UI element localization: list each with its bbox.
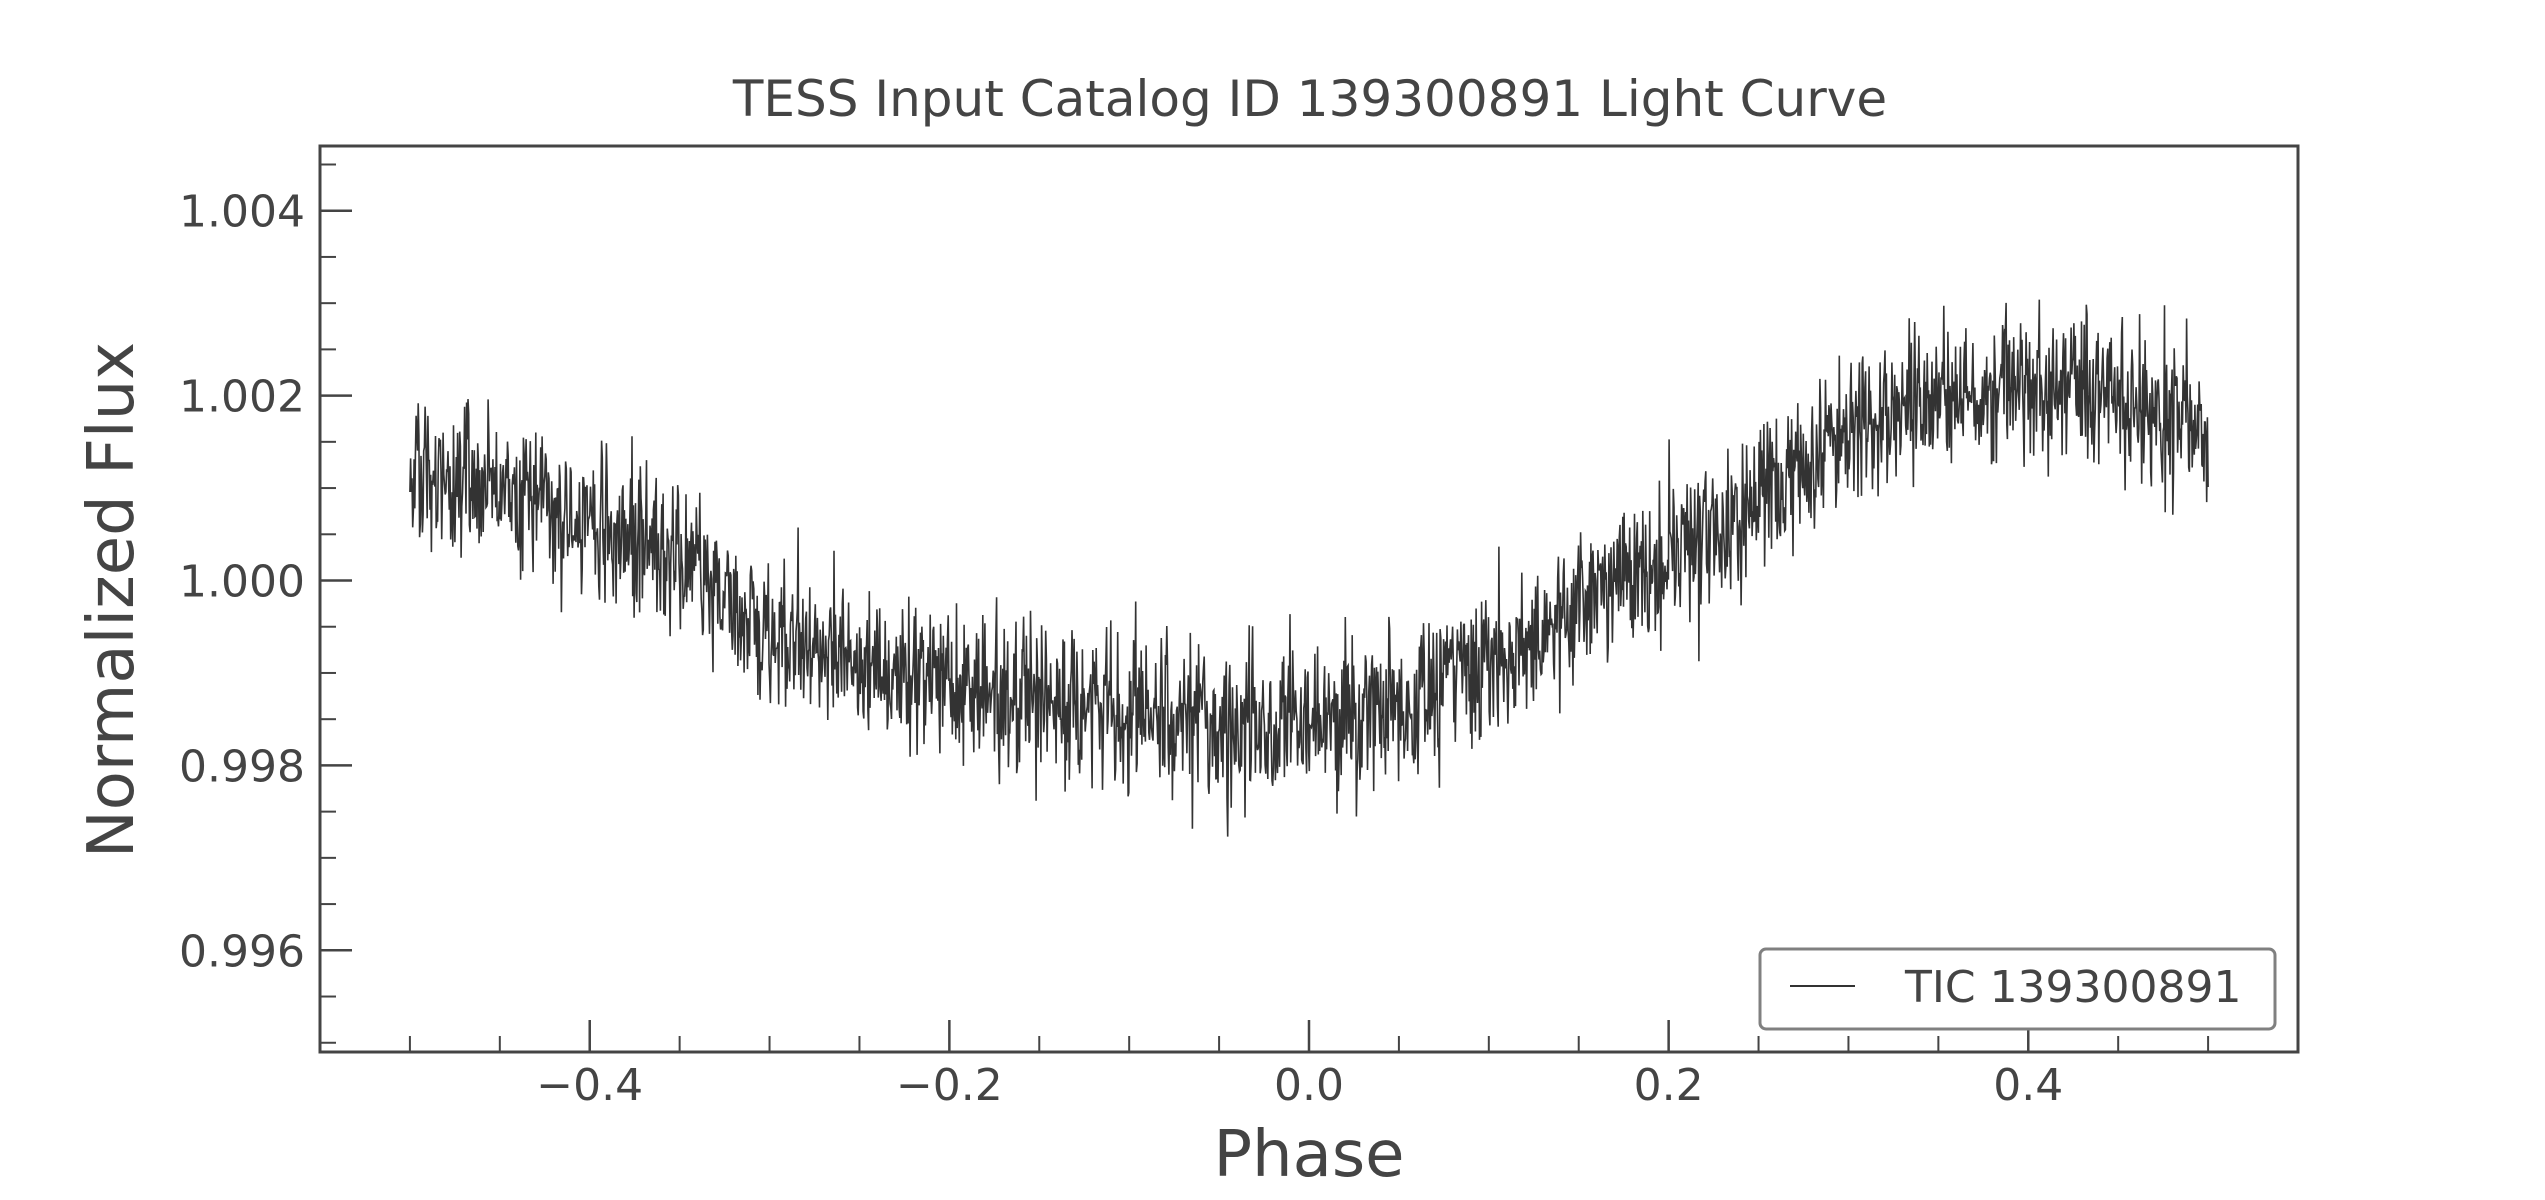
y-tick-label: 1.000 xyxy=(179,557,305,608)
y-axis-label: Normalized Flux xyxy=(75,342,149,858)
y-tick-label: 1.004 xyxy=(179,187,305,238)
x-tick-label: −0.2 xyxy=(896,1060,1003,1111)
x-tick-label: −0.4 xyxy=(536,1060,643,1111)
y-tick-label: 0.998 xyxy=(179,741,305,792)
x-tick-label: 0.2 xyxy=(1634,1060,1704,1111)
chart-title: TESS Input Catalog ID 139300891 Light Cu… xyxy=(732,70,1887,128)
light-curve-series xyxy=(409,299,2209,837)
plot-frame xyxy=(318,144,2300,1054)
x-tick-label: 0.4 xyxy=(1993,1060,2063,1111)
x-tick-label: 0.0 xyxy=(1274,1060,1344,1111)
ticks-layer: −0.4 −0.2 0.0 0.2 0.4 0.996 0.998 1.000 1.002 1.0… xyxy=(179,163,2210,1111)
y-tick-label: 0.996 xyxy=(179,926,305,977)
legend: TIC 139300891 xyxy=(1758,947,2277,1031)
legend-label: TIC 139300891 xyxy=(1904,962,2242,1013)
x-axis-label: Phase xyxy=(1213,1118,1404,1192)
legend-box xyxy=(1758,947,2277,1031)
y-tick-label: 1.002 xyxy=(179,372,305,423)
data-layer xyxy=(409,299,2209,837)
